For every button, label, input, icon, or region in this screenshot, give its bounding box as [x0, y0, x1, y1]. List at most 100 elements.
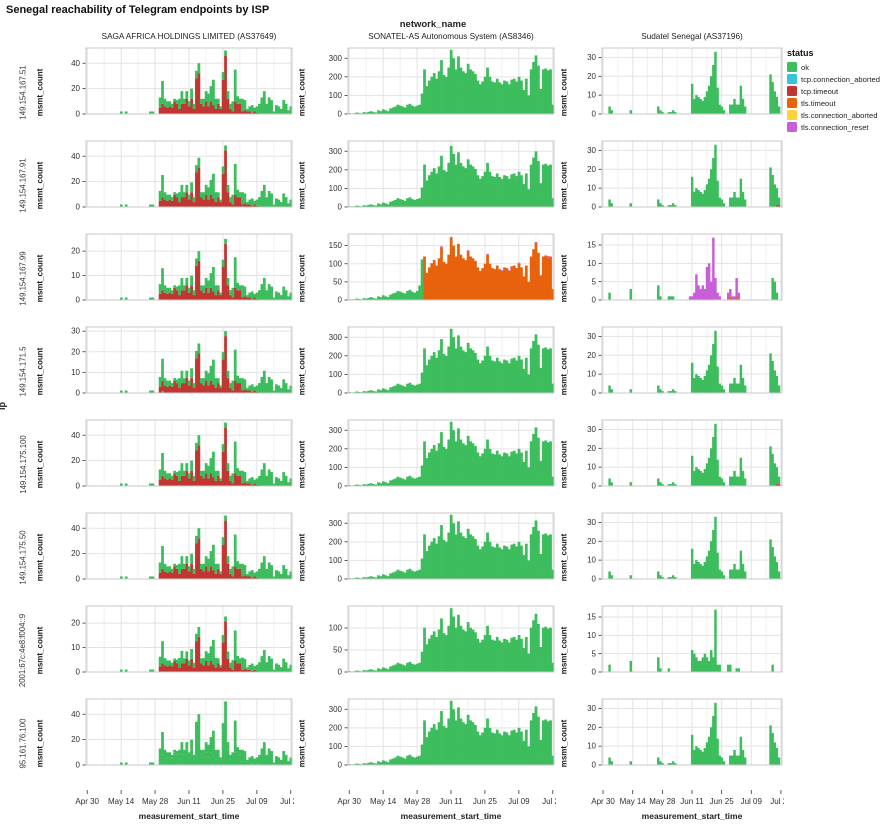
- chart-panel: 0 10 20: [71, 605, 293, 677]
- svg-text:15: 15: [587, 241, 596, 250]
- legend-item: tls.timeout: [787, 98, 881, 108]
- y-axis-title: msmt_count: [297, 626, 307, 675]
- row-labels: 149.154.167.51 149.154.167.91 149.154.167.…: [12, 46, 34, 790]
- chart-panel: 0 10 20 30: [587, 419, 783, 491]
- y-axis-title: msmt_count: [297, 347, 307, 396]
- y-axis-title: msmt_count: [297, 533, 307, 582]
- facet-column-header: Sudatel Senegal (AS37196): [641, 32, 743, 41]
- svg-text:200: 200: [329, 165, 343, 174]
- svg-text:200: 200: [329, 444, 343, 453]
- y-axis-title: msmt_count: [35, 533, 45, 582]
- svg-text:Apr 30: Apr 30: [591, 797, 615, 806]
- row-label: 149.154.175.50: [18, 530, 28, 585]
- svg-text:0: 0: [76, 296, 81, 305]
- svg-text:30: 30: [587, 146, 596, 155]
- legend-item: tcp.timeout: [787, 86, 881, 96]
- svg-text:May 28: May 28: [404, 797, 431, 806]
- legend-title: status: [787, 48, 814, 58]
- facet-column-label: network_name: [399, 19, 467, 30]
- legend-item: tls.connection_aborted: [787, 110, 881, 120]
- chart-panel: 0 5 10 15: [587, 605, 783, 677]
- svg-text:20: 20: [587, 444, 596, 453]
- chart-panel: 0 20 40: [71, 140, 293, 212]
- svg-text:40: 40: [71, 59, 80, 68]
- chart-panel-cell: msmt_count 0 20 40: [34, 511, 294, 604]
- svg-text:300: 300: [329, 426, 343, 435]
- svg-text:0: 0: [592, 203, 597, 212]
- chart-panel-cell: msmt_count 0 10 20 30: [558, 511, 784, 604]
- legend-swatch: [787, 74, 797, 84]
- chart-panel-cell: msmt_count 0 20 40: [34, 418, 294, 511]
- facet-column-header: SAGA AFRICA HOLDINGS LIMITED (AS37649): [101, 32, 277, 41]
- y-axis-title: msmt_count: [297, 440, 307, 489]
- svg-text:200: 200: [329, 72, 343, 81]
- legend-label: tcp.connection_aborted: [801, 74, 880, 84]
- chart-panel: 0 50 100: [329, 605, 555, 677]
- svg-text:100: 100: [329, 91, 343, 100]
- svg-text:0: 0: [76, 110, 81, 119]
- chart-panel: 0 100 200 300: [329, 512, 555, 584]
- svg-text:20: 20: [71, 549, 80, 558]
- svg-text:20: 20: [587, 72, 596, 81]
- chart-panel: 0 10 20 30: [587, 140, 783, 212]
- chart-panel: 0 100 200 300: [329, 140, 555, 212]
- svg-text:100: 100: [329, 624, 343, 633]
- svg-text:10: 10: [587, 259, 596, 268]
- svg-text:10: 10: [71, 643, 80, 652]
- svg-text:10: 10: [587, 631, 596, 640]
- chart-panel: 0 20 40: [71, 512, 293, 584]
- y-axis-title: msmt_count: [559, 626, 569, 675]
- svg-text:100: 100: [329, 556, 343, 565]
- y-axis-title: msmt_count: [297, 161, 307, 210]
- svg-text:0: 0: [76, 482, 81, 491]
- chart-panel: 0 100 200 300: [329, 47, 555, 119]
- svg-text:300: 300: [329, 54, 343, 63]
- facet-column-header: SONATEL-AS Autonomous System (AS8346): [368, 32, 534, 41]
- y-axis-title: msmt_count: [35, 161, 45, 210]
- chart-panel: 0 100 200 300: [329, 326, 555, 398]
- y-axis-title: msmt_count: [297, 254, 307, 303]
- row-label: 2001:67c:4e8:f004::9: [18, 613, 28, 688]
- chart-panel: 0 100 200 300: [329, 698, 555, 770]
- chart-panel-cell: msmt_count 0 100 200 300: [296, 325, 556, 418]
- x-axis: Apr 30 May 14 May 28 Jun 11 Jun 25 Jul 09 Jul …: [337, 790, 556, 821]
- svg-text:Jul 09: Jul 09: [741, 797, 763, 806]
- svg-text:Jun 25: Jun 25: [473, 797, 498, 806]
- svg-text:0: 0: [338, 296, 343, 305]
- chart-panel: 0 100 200 300: [329, 419, 555, 491]
- chart-panel-cell: msmt_count 0 10 20 30: [558, 325, 784, 418]
- chart-panel: 0 10 20 30: [587, 512, 783, 584]
- y-axis-title: msmt_count: [35, 68, 45, 117]
- svg-text:Jul 23: Jul 23: [770, 797, 784, 806]
- svg-text:20: 20: [71, 84, 80, 93]
- svg-text:measurement_start_time: measurement_start_time: [401, 811, 502, 821]
- facet-column-3: Sudatel Senegal (AS37196) msmt_count 0 10 20…: [558, 32, 785, 824]
- chart-panel-cell: msmt_count 0 50 100 150: [296, 232, 556, 325]
- svg-text:Jul 09: Jul 09: [246, 797, 268, 806]
- chart-panel-cell: msmt_count 0 10 20 30: [558, 46, 784, 139]
- svg-text:20: 20: [71, 735, 80, 744]
- svg-text:Apr 30: Apr 30: [337, 797, 361, 806]
- svg-text:0: 0: [592, 482, 597, 491]
- chart-panel-cell: msmt_count 0 10 20: [34, 604, 294, 697]
- facet-column-1: SAGA AFRICA HOLDINGS LIMITED (AS37649) ms…: [34, 32, 295, 824]
- chart-panel-cell: msmt_count 0 100 200 300: [296, 139, 556, 232]
- row-label: 149.154.167.91: [18, 158, 28, 213]
- chart-panel-cell: msmt_count 0 100 200 300: [296, 511, 556, 604]
- svg-text:20: 20: [71, 347, 80, 356]
- row-label: 149.154.167.51: [18, 65, 28, 120]
- svg-text:20: 20: [587, 723, 596, 732]
- legend-items: ok tcp.connection_aborted tcp.timeout tls.t…: [787, 62, 881, 132]
- svg-text:0: 0: [338, 482, 343, 491]
- x-axis: Apr 30 May 14 May 28 Jun 11 Jun 25 Jul 09 Jul …: [75, 790, 294, 821]
- y-axis-title: msmt_count: [297, 68, 307, 117]
- svg-text:Jun 25: Jun 25: [211, 797, 236, 806]
- chart-panel: 0 5 10 15: [587, 233, 783, 305]
- y-axis-title: msmt_count: [559, 440, 569, 489]
- legend-label: tcp.timeout: [801, 86, 839, 96]
- chart-panel: 0 10 20 30: [587, 698, 783, 770]
- svg-text:0: 0: [76, 575, 81, 584]
- chart-panel-cell: msmt_count 0 100 200 300: [296, 418, 556, 511]
- svg-text:40: 40: [71, 152, 80, 161]
- chart-panel-cell: msmt_count 0 20 40: [34, 139, 294, 232]
